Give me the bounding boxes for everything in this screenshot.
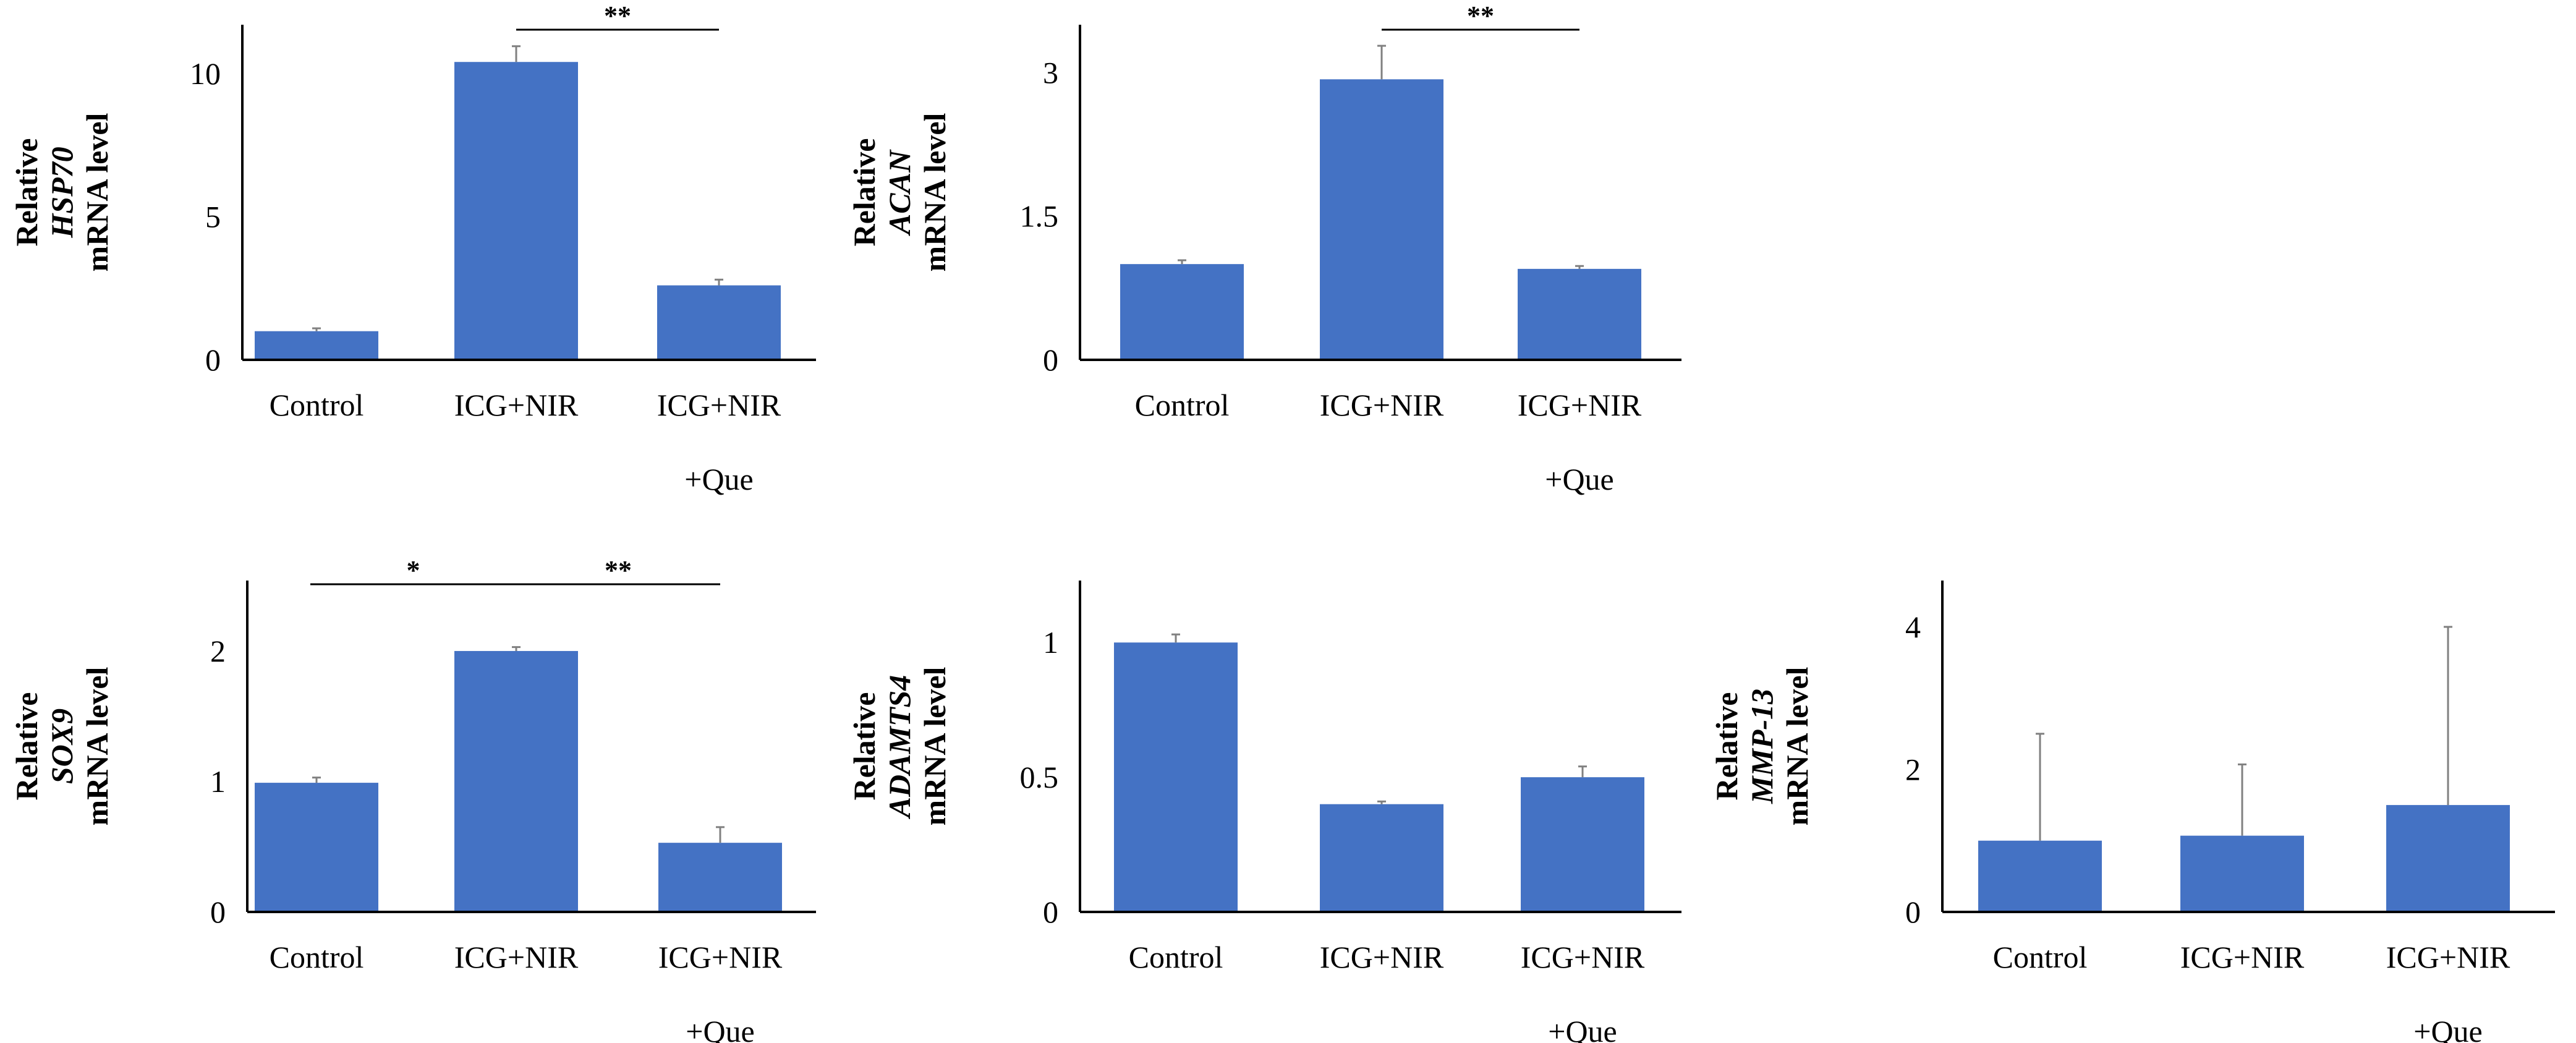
x-tick-label-line: ICG+NIR (2180, 940, 2305, 974)
y-label-suffix: mRNA level (1780, 666, 1814, 825)
chart-panel-adamts4: Control ICG+NIR ICG+NIR +Que 0 0.5 1 RelativeAD… (847, 581, 1681, 1043)
x-tick-label-line: ICG+NIR (1320, 940, 1444, 974)
y-tick-label: 2 (1905, 752, 1921, 786)
y-tick-label: 0 (1043, 895, 1058, 929)
chart-panel-mmp-13: Control ICG+NIR ICG+NIR +Que 0 2 4 RelativeMMP-… (1709, 581, 2555, 1043)
y-tick-label: 5 (205, 199, 221, 234)
bar (2386, 805, 2510, 912)
y-label-suffix: mRNA level (917, 113, 952, 271)
y-tick-label: 0.5 (1020, 760, 1059, 794)
x-tick-label: ICG+NIR +Que (657, 388, 781, 496)
x-tick-label-line: ICG+NIR (1320, 388, 1444, 422)
x-tick-label-line: Control (270, 940, 364, 974)
bar (1320, 804, 1443, 912)
bar (1518, 268, 1641, 360)
y-axis-label: RelativeHSP70mRNA level (9, 113, 114, 271)
y-label-prefix: Relative (9, 692, 44, 801)
x-tick-label-line: ICG+NIR (657, 388, 781, 422)
y-tick-label: 3 (1043, 55, 1058, 90)
x-tick-label: Control (270, 940, 364, 974)
x-tick-label-line: +Que (2413, 1014, 2483, 1043)
bar (454, 650, 578, 912)
y-axis-label: RelativeACANmRNA level (847, 113, 952, 271)
bar (454, 62, 578, 360)
x-tick-label-line: ICG+NIR (1521, 940, 1645, 974)
x-tick-label-line: +Que (684, 462, 754, 496)
y-tick-label: 0 (1905, 895, 1921, 929)
x-tick-label: ICG+NIR (1320, 388, 1444, 422)
y-tick-label: 10 (190, 56, 221, 91)
y-axis-label: RelativeMMP-13mRNA level (1709, 666, 1814, 825)
x-tick-label-line: +Que (1548, 1014, 1617, 1043)
y-label-suffix: mRNA level (80, 666, 114, 825)
significance-label: ** (605, 555, 632, 585)
y-label-gene: SOX9 (45, 709, 79, 784)
x-tick-label: Control (1129, 940, 1223, 974)
y-label-prefix: Relative (847, 692, 882, 801)
y-label-gene: MMP-13 (1745, 689, 1779, 804)
y-label-prefix: Relative (847, 138, 882, 247)
y-tick-label: 1.5 (1020, 199, 1059, 234)
x-tick-label: ICG+NIR (2180, 940, 2305, 974)
x-tick-label-line: ICG+NIR (658, 940, 783, 974)
x-tick-label-line: Control (1129, 940, 1223, 974)
bar (2180, 835, 2304, 912)
y-label-gene: ACAN (882, 149, 917, 236)
x-tick-label: ICG+NIR (454, 940, 579, 974)
y-axis-label: RelativeADAMTS4mRNA level (847, 666, 952, 825)
x-tick-label: ICG+NIR (454, 388, 579, 422)
significance-label: * (407, 555, 420, 585)
bar (658, 843, 782, 912)
x-tick-label-line: ICG+NIR (2386, 940, 2510, 974)
x-tick-label: Control (1135, 388, 1230, 422)
x-tick-label: Control (1993, 940, 2088, 974)
x-tick-label-line: Control (1993, 940, 2088, 974)
y-label-gene: HSP70 (45, 147, 79, 238)
bar (1521, 777, 1644, 912)
significance-label: ** (604, 1, 631, 31)
x-tick-label: ICG+NIR +Que (2386, 940, 2510, 1043)
significance-label: ** (1467, 1, 1494, 31)
y-tick-label: 1 (1043, 625, 1058, 660)
chart-panel-hsp70: Control ICG+NIR ICG+NIR +Que 0 5 10 RelativeHSP… (9, 1, 816, 496)
chart-panel-sox9: Control ICG+NIR ICG+NIR +Que 0 1 2 RelativeSOX9… (9, 555, 816, 1043)
y-tick-label: 0 (205, 343, 221, 377)
x-tick-label-line: +Que (1545, 462, 1614, 496)
x-tick-label-line: ICG+NIR (454, 388, 579, 422)
bar (657, 285, 781, 360)
y-tick-label: 2 (210, 634, 226, 668)
bar (1320, 79, 1443, 360)
y-tick-label: 0 (1043, 343, 1058, 377)
x-tick-label-line: ICG+NIR (454, 940, 579, 974)
chart-panel-acan: Control ICG+NIR ICG+NIR +Que 0 1.5 3 RelativeAC… (847, 1, 1681, 496)
y-axis-label: RelativeSOX9mRNA level (9, 666, 114, 825)
y-label-prefix: Relative (9, 138, 44, 247)
y-label-suffix: mRNA level (917, 666, 952, 825)
y-tick-label: 0 (210, 895, 226, 929)
y-label-prefix: Relative (1709, 692, 1744, 801)
x-tick-label: ICG+NIR (1320, 940, 1444, 974)
bar (255, 331, 378, 360)
x-tick-label: Control (270, 388, 364, 422)
y-label-gene: ADAMTS4 (882, 675, 917, 820)
y-tick-label: 1 (210, 764, 226, 799)
x-tick-label: ICG+NIR +Que (658, 940, 783, 1043)
x-tick-label: ICG+NIR +Que (1521, 940, 1645, 1043)
x-tick-label-line: ICG+NIR (1518, 388, 1642, 422)
x-tick-label-line: Control (270, 388, 364, 422)
bar (1114, 642, 1238, 912)
x-tick-label: ICG+NIR +Que (1518, 388, 1642, 496)
bar (255, 783, 378, 912)
y-tick-label: 4 (1905, 610, 1921, 644)
x-tick-label-line: Control (1135, 388, 1230, 422)
x-tick-label-line: +Que (686, 1014, 755, 1043)
bar (1978, 840, 2102, 912)
y-label-suffix: mRNA level (80, 113, 114, 271)
bar (1120, 264, 1244, 360)
